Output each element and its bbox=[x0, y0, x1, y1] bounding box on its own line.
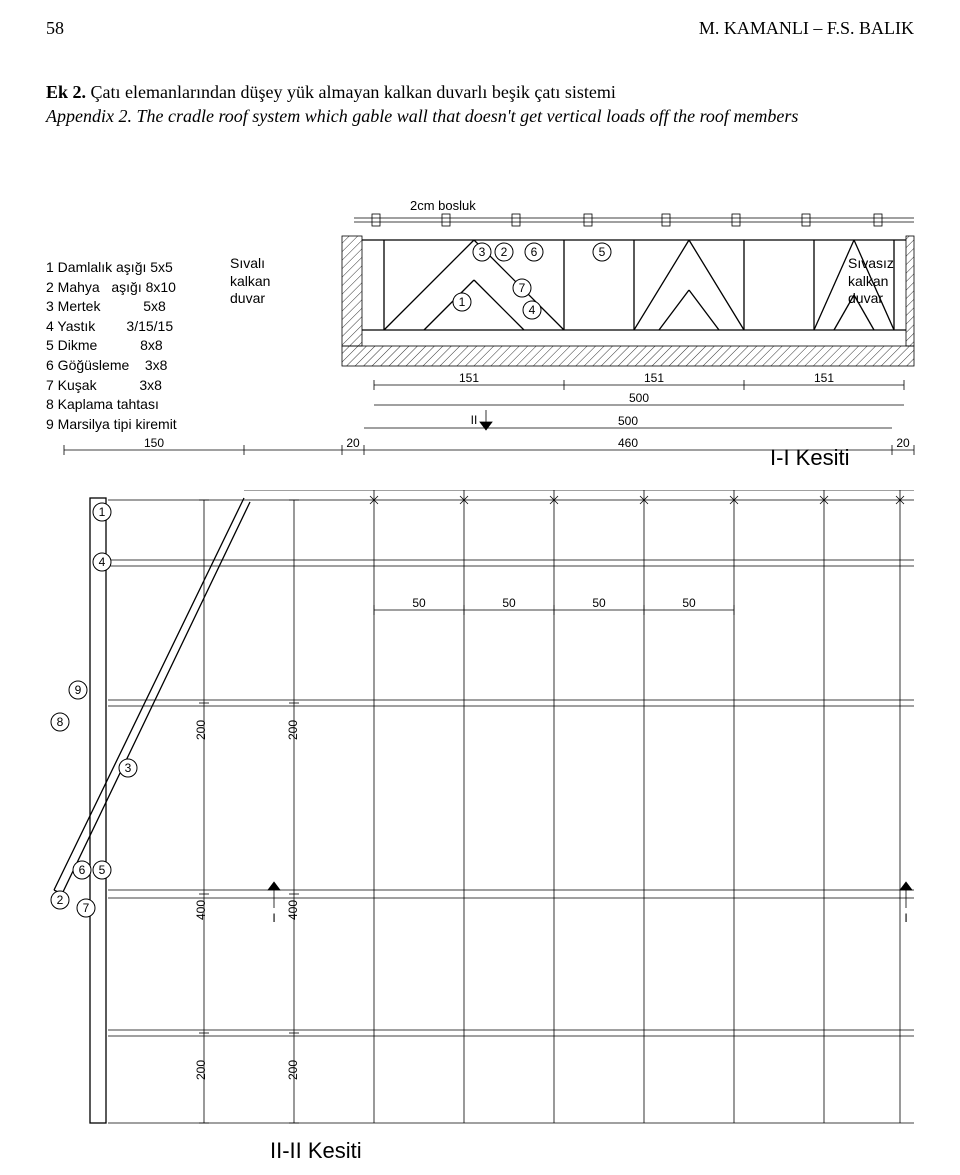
dim-20: 20 bbox=[346, 436, 360, 450]
dim-20: 20 bbox=[896, 436, 910, 450]
svg-text:6: 6 bbox=[79, 863, 86, 877]
vdim-200: 200 bbox=[286, 1060, 300, 1080]
svg-text:9: 9 bbox=[75, 683, 82, 697]
dim-151: 151 bbox=[459, 371, 479, 385]
section-mark-I: I bbox=[904, 911, 907, 925]
vdim-400: 400 bbox=[286, 900, 300, 920]
vdim-400: 400 bbox=[194, 900, 208, 920]
vdim-200: 200 bbox=[194, 720, 208, 740]
caption-line2: The cradle roof system which gable wall … bbox=[136, 106, 798, 126]
caption-ek2: Ek 2. bbox=[46, 82, 86, 102]
svg-text:4: 4 bbox=[529, 303, 536, 317]
svg-text:5: 5 bbox=[599, 245, 606, 259]
svg-text:3: 3 bbox=[125, 761, 132, 775]
svg-text:5: 5 bbox=[99, 863, 106, 877]
dim-50: 50 bbox=[502, 596, 516, 610]
svg-text:2: 2 bbox=[501, 245, 508, 259]
dim-151: 151 bbox=[814, 371, 834, 385]
section-mark-I: I bbox=[272, 911, 275, 925]
section-1-title: I-I Kesiti bbox=[770, 445, 849, 471]
dim-500: 500 bbox=[629, 391, 649, 405]
section-1-drawing: 1 2 3 4 5 6 7 151 151 151 500 II 150 20 460 20… bbox=[44, 210, 924, 470]
section-2-drawing: 50 50 50 50 I I II 148936527 bbox=[44, 490, 924, 1130]
section-2-title: II-II Kesiti bbox=[270, 1138, 362, 1164]
caption-appendix: Appendix 2. bbox=[46, 106, 136, 126]
dim-50: 50 bbox=[682, 596, 696, 610]
dim-460: 460 bbox=[618, 436, 638, 450]
svg-text:8: 8 bbox=[57, 715, 64, 729]
svg-text:7: 7 bbox=[519, 281, 526, 295]
figure-caption: Ek 2. Çatı elemanlarından düşey yük alma… bbox=[46, 80, 914, 129]
callout-bubbles: 1 2 3 4 5 6 7 bbox=[453, 243, 611, 319]
svg-text:7: 7 bbox=[83, 901, 90, 915]
dim-150: 150 bbox=[144, 436, 164, 450]
dim-500: 500 bbox=[618, 414, 638, 428]
dim-50: 50 bbox=[412, 596, 426, 610]
svg-text:1: 1 bbox=[99, 505, 106, 519]
svg-text:6: 6 bbox=[531, 245, 538, 259]
vdim-200: 200 bbox=[286, 720, 300, 740]
svg-text:3: 3 bbox=[479, 245, 486, 259]
dim-151: 151 bbox=[644, 371, 664, 385]
vdim-200: 200 bbox=[194, 1060, 208, 1080]
svg-text:1: 1 bbox=[459, 295, 466, 309]
svg-text:4: 4 bbox=[99, 555, 106, 569]
callout-bubbles-plan: 1 4 8 9 3 65 2 7 bbox=[51, 503, 137, 917]
paper-page: 58 M. KAMANLI – F.S. BALIK Ek 2. Çatı el… bbox=[0, 0, 960, 1175]
dim-50: 50 bbox=[592, 596, 606, 610]
paper-authors: M. KAMANLI – F.S. BALIK bbox=[699, 18, 914, 39]
svg-text:2: 2 bbox=[57, 893, 64, 907]
page-number: 58 bbox=[46, 18, 64, 39]
section-mark-II: II bbox=[471, 413, 478, 427]
caption-line1: Çatı elemanlarından düşey yük almayan ka… bbox=[86, 82, 616, 102]
